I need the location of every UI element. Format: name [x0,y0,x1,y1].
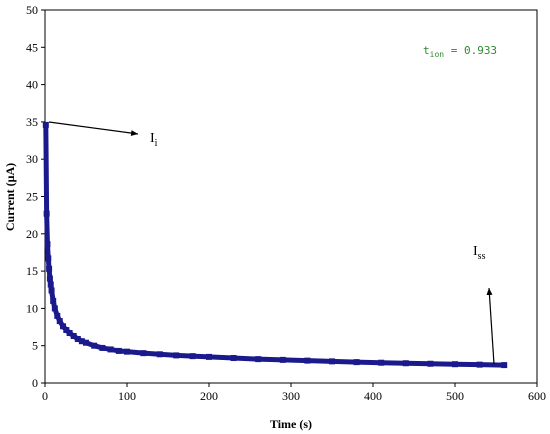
data-point [43,210,50,217]
x-tick-label: 600 [528,389,546,403]
data-point [54,312,61,319]
plot-area-frame [44,9,538,384]
tion-annotation: tion = 0.933 [423,44,497,59]
data-point [140,350,147,357]
data-point [45,255,52,262]
data-point [48,287,55,294]
ii-label: Ii [150,131,158,149]
data-point [47,281,54,288]
data-point [46,275,53,282]
data-point [51,305,58,312]
data-point [107,346,114,353]
data-point [70,333,77,340]
data-point [42,121,49,128]
data-point [99,344,106,351]
y-tick-label: 35 [26,115,38,129]
y-tick-label: 25 [26,190,38,204]
x-axis-title: Time (s) [270,417,312,431]
data-point [476,361,483,368]
data-point [78,338,85,345]
data-point [46,265,53,272]
data-point [230,355,237,362]
x-tick-label: 400 [364,389,382,403]
x-tick-label: 0 [42,389,48,403]
data-point [115,347,122,354]
iss-arrow [486,287,495,365]
data-point [279,356,286,363]
y-tick-label: 0 [32,376,38,390]
data-point [56,318,63,325]
data-point [44,241,51,248]
y-tick-label: 10 [26,301,38,315]
x-tick-label: 200 [200,389,218,403]
y-tick-label: 50 [26,3,38,17]
data-point [156,351,163,358]
y-axis: 0 5 10 15 20 25 30 35 40 45 50 [26,3,45,390]
data-point [83,339,89,346]
data-point [60,323,67,330]
data-point [255,356,262,363]
x-tick-label: 500 [446,389,464,403]
ii-arrow [48,121,139,137]
data-point [378,359,385,366]
x-axis: 0 100 200 300 400 500 600 [42,383,546,403]
data-point [63,327,70,334]
data-point [50,297,57,304]
y-tick-label: 30 [26,152,38,166]
iss-label: Iss [473,244,486,262]
y-tick-label: 45 [26,40,38,54]
data-point [304,357,311,364]
data-point [353,359,360,366]
y-tick-label: 40 [26,78,38,92]
data-point [74,335,81,342]
y-tick-label: 5 [32,339,38,353]
data-point [329,358,335,365]
x-tick-label: 100 [118,389,136,403]
data-point [66,330,73,337]
series-trail [43,124,505,368]
x-tick-label: 300 [282,389,300,403]
data-point [452,361,458,368]
y-axis-title: Current (μA) [3,163,17,231]
y-tick-label: 15 [26,264,38,278]
data-point [402,360,409,367]
data-point [189,353,196,360]
y-tick-label: 20 [26,227,38,241]
data-point [501,362,508,369]
data-point [124,348,130,355]
series-points [42,121,508,369]
data-point [91,342,98,349]
data-point [427,360,434,367]
data-point [173,352,180,359]
data-point [206,353,212,360]
